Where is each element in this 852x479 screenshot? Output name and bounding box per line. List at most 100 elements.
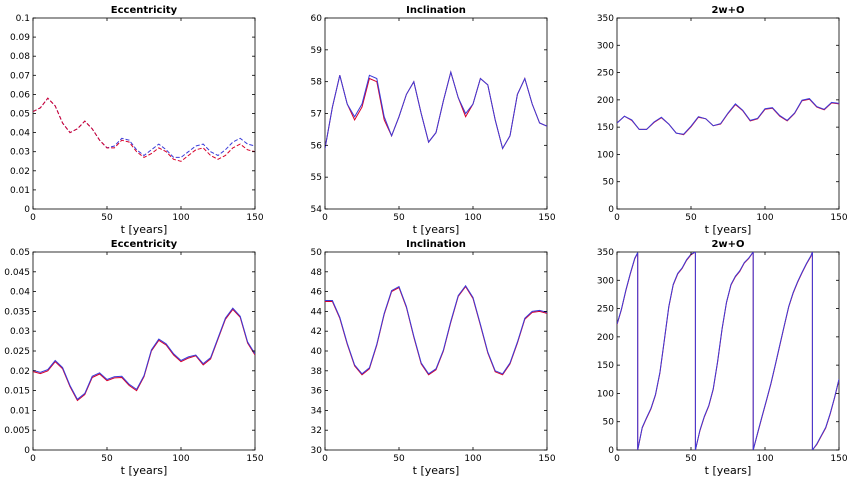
x-axis-label: t [years] <box>121 464 168 477</box>
x-axis-label: t [years] <box>413 223 460 236</box>
x-tick-label: 150 <box>538 213 555 223</box>
y-tick-label: 58 <box>311 78 323 88</box>
y-tick-label: 0 <box>608 205 614 215</box>
y-tick-label: 350 <box>597 248 614 258</box>
x-axis-label: t [years] <box>121 223 168 236</box>
y-tick-label: 60 <box>311 14 323 24</box>
y-tick-label: 32 <box>311 426 322 436</box>
x-tick-label: 150 <box>830 454 847 464</box>
x-tick-label: 100 <box>464 454 481 464</box>
x-tick-label: 0 <box>30 213 36 223</box>
y-tick-label: 0.02 <box>10 367 30 377</box>
plot-area <box>324 17 548 210</box>
chart-panel-1: 0 0.01 0.02 0.03 0.04 0.05 0.06 0.07 0.08 0.09 0.1… <box>10 5 264 236</box>
x-axis-label: t [years] <box>705 223 752 236</box>
series-line-2 <box>33 307 255 401</box>
y-tick-label: 0.07 <box>10 71 30 81</box>
plot-area <box>32 17 256 210</box>
x-tick-label: 100 <box>172 454 189 464</box>
plot-area <box>616 251 840 451</box>
y-tick-label: 0.025 <box>4 347 30 357</box>
chart-panel-4: 0 0.005 0.01 0.015 0.02 0.025 0.03 0.035 0.04 0.0… <box>4 239 264 477</box>
y-tick-label: 350 <box>597 14 614 24</box>
y-tick-label: 55 <box>311 173 322 183</box>
y-tick-label: 300 <box>597 276 614 286</box>
y-tick-label: 300 <box>597 41 614 51</box>
x-tick-label: 0 <box>614 213 620 223</box>
y-tick-label: 0.04 <box>10 288 30 298</box>
y-tick-label: 50 <box>603 178 615 188</box>
chart-panel-2: 54 55 56 57 58 59 60 0 50 100 150 Inclination t [yea… <box>311 5 556 236</box>
x-tick-label: 0 <box>614 454 620 464</box>
y-tick-label: 48 <box>311 268 323 278</box>
y-tick-label: 0.09 <box>10 33 30 43</box>
x-tick-label: 100 <box>756 213 773 223</box>
chart-title: Inclination <box>406 239 466 250</box>
chart-title: Eccentricity <box>111 5 178 16</box>
series-line-2 <box>325 284 547 375</box>
plot-area <box>32 251 256 451</box>
chart-title: Eccentricity <box>111 239 178 250</box>
y-tick-label: 0.06 <box>10 90 30 100</box>
x-tick-label: 50 <box>685 213 697 223</box>
x-tick-label: 150 <box>246 213 263 223</box>
plot-area <box>324 251 548 451</box>
y-tick-label: 36 <box>311 387 323 397</box>
y-tick-label: 30 <box>311 446 323 456</box>
y-tick-label: 250 <box>597 305 614 315</box>
y-tick-label: 54 <box>311 205 323 215</box>
y-tick-label: 100 <box>597 389 614 399</box>
y-tick-label: 0.05 <box>10 248 30 258</box>
y-tick-label: 46 <box>311 288 323 298</box>
chart-title: 2w+O <box>711 239 744 250</box>
series-line-1 <box>325 285 547 376</box>
y-tick-label: 0.015 <box>4 387 30 397</box>
y-tick-label: 0.08 <box>10 52 30 62</box>
y-tick-label: 200 <box>597 333 614 343</box>
y-tick-label: 250 <box>597 69 614 79</box>
x-axis-label: t [years] <box>705 464 752 477</box>
x-tick-label: 150 <box>246 454 263 464</box>
chart-title: Inclination <box>406 5 466 16</box>
y-tick-label: 0.03 <box>10 148 30 158</box>
x-tick-label: 0 <box>322 454 328 464</box>
y-tick-label: 56 <box>311 141 323 151</box>
chart-panel-6: 0 50 100 150 200 250 300 350 0 50 100 150 2w+O t [yea… <box>597 239 848 477</box>
y-tick-label: 0.035 <box>4 307 30 317</box>
y-tick-label: 150 <box>597 361 614 371</box>
y-tick-label: 50 <box>603 418 615 428</box>
y-tick-label: 0 <box>24 205 30 215</box>
y-tick-label: 0.01 <box>10 186 30 196</box>
y-tick-label: 44 <box>311 307 323 317</box>
y-tick-label: 57 <box>311 110 322 120</box>
y-tick-label: 100 <box>597 150 614 160</box>
y-tick-label: 0 <box>608 446 614 456</box>
y-tick-label: 0.01 <box>10 406 30 416</box>
x-tick-label: 100 <box>464 213 481 223</box>
x-tick-label: 150 <box>830 213 847 223</box>
y-tick-label: 42 <box>311 327 322 337</box>
x-tick-label: 50 <box>685 454 697 464</box>
chart-title: 2w+O <box>711 5 744 16</box>
y-tick-label: 0.05 <box>10 110 30 120</box>
y-tick-label: 0 <box>24 446 30 456</box>
y-tick-label: 0.005 <box>4 426 30 436</box>
y-tick-label: 0.1 <box>16 14 30 24</box>
x-tick-label: 150 <box>538 454 555 464</box>
y-tick-label: 0.04 <box>10 129 30 139</box>
y-tick-label: 50 <box>311 248 323 258</box>
x-axis-label: t [years] <box>413 464 460 477</box>
x-tick-label: 0 <box>322 213 328 223</box>
y-tick-label: 200 <box>597 96 614 106</box>
y-tick-label: 59 <box>311 46 323 56</box>
x-tick-label: 50 <box>101 213 113 223</box>
series-line-2 <box>617 98 839 135</box>
y-tick-label: 150 <box>597 123 614 133</box>
x-tick-label: 50 <box>101 454 113 464</box>
x-tick-label: 100 <box>172 213 189 223</box>
chart-panel-5: 30 32 34 36 38 40 42 44 46 48 50 0 50 100 150 Inclinati… <box>311 239 556 477</box>
series-line-2 <box>617 252 839 450</box>
y-tick-label: 0.02 <box>10 167 30 177</box>
x-tick-label: 0 <box>30 454 36 464</box>
